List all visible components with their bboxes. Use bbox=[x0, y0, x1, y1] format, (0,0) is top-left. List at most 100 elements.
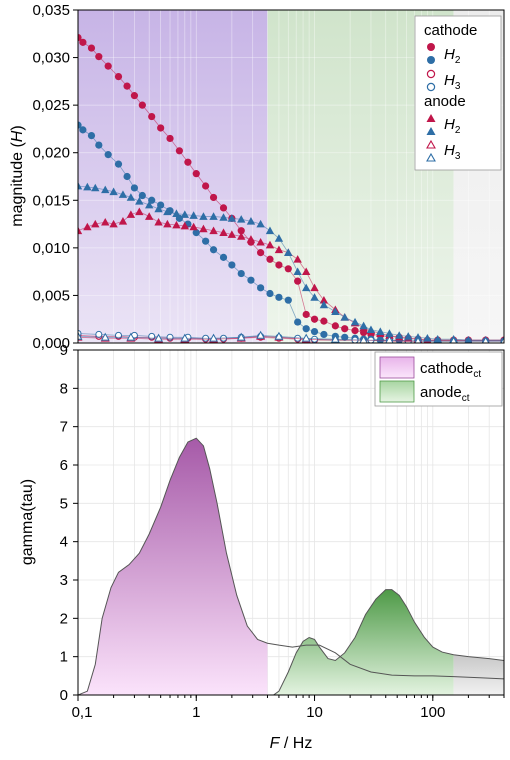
top-series-0-point-29 bbox=[331, 322, 339, 330]
top-series-6-point-9 bbox=[154, 204, 163, 213]
top-series-2-point-1 bbox=[79, 126, 87, 134]
top-series-7-point-7 bbox=[256, 330, 266, 339]
top-series-6-point-39 bbox=[433, 334, 442, 343]
top-ytick-label-6: 0,030 bbox=[32, 50, 70, 67]
top-series-2-point-24 bbox=[284, 296, 292, 304]
top-series-4-point-11 bbox=[172, 220, 181, 229]
bottom-y-axis-label: gamma(tau) bbox=[19, 479, 36, 565]
overlap-gray-area bbox=[453, 654, 504, 695]
top-series-2-point-7 bbox=[130, 184, 139, 192]
legend-anode-heading: anode bbox=[424, 93, 466, 110]
bottom-ytick-label-7: 7 bbox=[60, 419, 68, 436]
top-series-4-point-14 bbox=[199, 224, 208, 233]
legend-anode-ct-label: anodect bbox=[420, 384, 470, 404]
bottom-ytick-label-0: 0 bbox=[60, 687, 68, 704]
bottom-x-axis-label-var: F bbox=[270, 735, 281, 752]
top-series-4-point-12 bbox=[180, 221, 190, 230]
top-series-2-point-19 bbox=[237, 269, 245, 278]
top-series-0-point-28 bbox=[320, 317, 328, 325]
top-series-6-point-18 bbox=[237, 215, 246, 223]
top-series-2-point-6 bbox=[123, 172, 131, 181]
top-series-7-point-11 bbox=[359, 335, 368, 343]
legend-cathode-h2-blue-marker bbox=[427, 56, 435, 64]
legend-anode-h2-sub: 2 bbox=[455, 125, 461, 136]
top-series-0-point-8 bbox=[138, 101, 146, 109]
top-series-6-point-34 bbox=[385, 329, 394, 337]
top-series-4-point-15 bbox=[209, 226, 218, 235]
bottom-ytick-label-2: 2 bbox=[60, 610, 68, 627]
top-series-0-point-25 bbox=[294, 277, 302, 285]
bottom-x-axis-label: F / Hz bbox=[270, 735, 313, 752]
top-series-4-point-20 bbox=[256, 237, 265, 246]
top-series-7-point-13 bbox=[414, 336, 422, 343]
bottom-ytick-label-8: 8 bbox=[60, 380, 68, 397]
anode-ct-line bbox=[267, 589, 504, 695]
bottom-ytick-label-6: 6 bbox=[60, 457, 68, 474]
top-series-4-point-27 bbox=[319, 295, 329, 304]
anode-ct-area bbox=[267, 589, 454, 695]
top-series-6-point-29 bbox=[340, 313, 349, 321]
top-series-2-point-9 bbox=[148, 196, 156, 204]
top-series-4-point-13 bbox=[189, 222, 198, 231]
top-series-0-point-30 bbox=[341, 325, 349, 333]
top-series-2-point-25 bbox=[294, 318, 302, 326]
top-series-7-point-4 bbox=[180, 333, 190, 342]
top-series-6-point-6 bbox=[126, 193, 136, 201]
top-series-2-point-26 bbox=[302, 325, 310, 333]
top-series-0-point-16 bbox=[209, 193, 218, 202]
legend-cathode-h3-label: H3 bbox=[444, 72, 461, 92]
top-series-0-point-11 bbox=[166, 134, 174, 143]
top-series-7-point-15 bbox=[482, 336, 490, 343]
top-series-0-point-31 bbox=[351, 327, 359, 335]
legend-cathode-h2-red-marker bbox=[427, 43, 435, 51]
top-series-4-point-4 bbox=[109, 219, 118, 228]
top-series-4-point-10 bbox=[163, 219, 172, 228]
legend-cathode-heading: cathode bbox=[424, 22, 477, 39]
top-series-6-point-38 bbox=[423, 334, 432, 342]
top-series-2-point-20 bbox=[247, 276, 255, 284]
top-series-2-point-0 bbox=[78, 121, 82, 129]
top-series-4-point-9 bbox=[154, 217, 163, 226]
top-series-4-point-7 bbox=[135, 207, 144, 216]
legend-cathode-ct-text: cathode bbox=[420, 360, 473, 377]
top-series-6-point-27 bbox=[319, 300, 329, 309]
top-series-0-point-10 bbox=[157, 124, 165, 132]
legend-anode-h2-red-marker bbox=[426, 114, 436, 122]
bottom-x-axis-label-suffix: / Hz bbox=[279, 735, 312, 752]
bottom-ytick-label-4: 4 bbox=[60, 534, 68, 551]
bottom-xtick-label-0: 0,1 bbox=[72, 704, 93, 721]
legend-anode-h2-var: H bbox=[444, 116, 455, 133]
top-series-6-point-21 bbox=[265, 226, 275, 235]
bottom-ytick-label-5: 5 bbox=[60, 495, 68, 512]
top-series-6-point-25 bbox=[301, 283, 311, 292]
top-series-6-point-16 bbox=[219, 213, 228, 221]
top-series-0-point-7 bbox=[130, 92, 139, 100]
top-series-4-point-19 bbox=[246, 235, 256, 243]
top-series-4-point-25 bbox=[301, 267, 311, 276]
top-series-7-point-12 bbox=[385, 335, 394, 343]
top-series-6-point-22 bbox=[274, 234, 284, 242]
top-series-7-point-10 bbox=[330, 334, 340, 343]
top-series-0-point-24 bbox=[284, 265, 292, 273]
top-y-axis-label-prefix: magnitude ( bbox=[9, 142, 26, 227]
top-series-7-point-5 bbox=[209, 333, 218, 342]
top-legend: cathode H2 H3 anode H2 H3 bbox=[414, 15, 502, 171]
top-series-4-point-5 bbox=[118, 217, 128, 225]
legend-cathode-ct-label: cathodect bbox=[420, 360, 481, 380]
top-y-axis-label-suffix: ) bbox=[9, 125, 26, 130]
top-series-6 bbox=[78, 181, 504, 343]
top-ytick-label-1: 0,005 bbox=[32, 287, 70, 304]
top-series-4-point-22 bbox=[274, 245, 284, 254]
cathode-ct-line bbox=[78, 437, 504, 695]
top-series-4-point-16 bbox=[219, 228, 228, 236]
bottom-x-ticks: 0,1 1 10 100 bbox=[72, 695, 505, 721]
top-series-4-point-17 bbox=[227, 230, 237, 238]
legend-anode-h3-red-marker bbox=[426, 139, 436, 149]
top-series-6-point-1 bbox=[83, 182, 92, 191]
legend-cathode-h3-var: H bbox=[444, 72, 455, 89]
top-series-0-point-19 bbox=[237, 227, 245, 235]
top-series-0-point-15 bbox=[202, 182, 210, 190]
top-ytick-label-2: 0,010 bbox=[32, 240, 70, 257]
top-series-6-point-15 bbox=[209, 212, 218, 220]
top-series-6-point-31 bbox=[359, 321, 368, 330]
